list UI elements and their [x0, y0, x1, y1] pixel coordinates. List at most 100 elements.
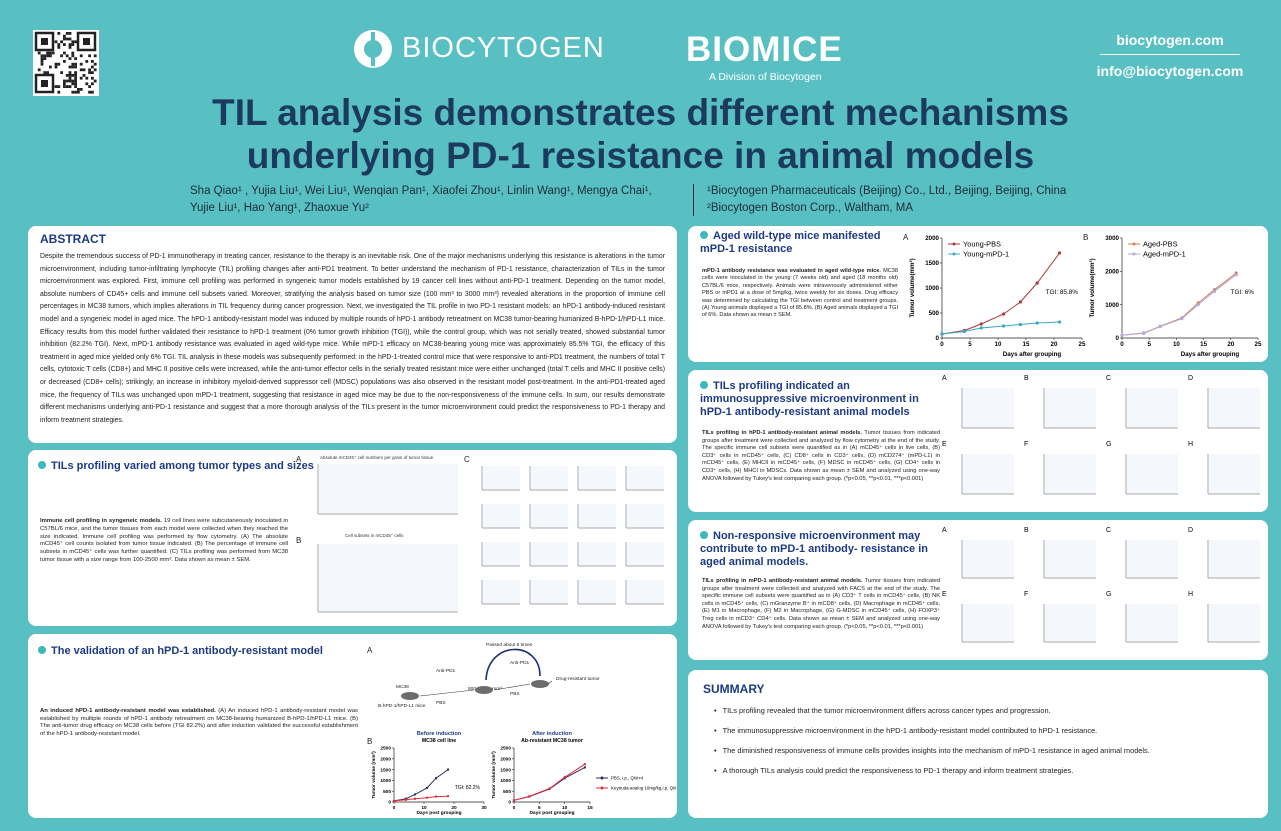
summary-item: • The diminished responsiveness of immune…	[714, 746, 1150, 755]
qr-cell	[63, 82, 66, 86]
chart: 0 500 1000 1500 2000 0 5 10 15 20 25 Days after gro…	[909, 235, 1086, 358]
x-tick-label: 10	[562, 805, 568, 811]
qr-cell	[71, 51, 75, 55]
panel-letter: A	[903, 233, 909, 242]
qr-cell	[88, 85, 91, 88]
qr-cell	[71, 79, 75, 83]
qr-cell	[43, 54, 47, 58]
qr-cell	[68, 37, 72, 41]
affiliation: ¹Biocytogen Pharmaceuticals (Beijing) Co…	[707, 185, 1067, 197]
legend-label: Keytruda-analog 10mg/kg,i.p. QW×4	[611, 786, 676, 791]
summary-text: The diminished responsiveness of immune …	[722, 746, 1150, 755]
y-tick-label: 1000	[925, 285, 939, 292]
chart-subtitle: Ab-resistant MC38 tumor	[521, 738, 583, 744]
panel-letter: B	[367, 737, 373, 746]
qr-cell	[57, 32, 61, 35]
data-point	[1180, 317, 1184, 321]
x-axis-label: Days post grouping	[529, 810, 574, 816]
qr-cell	[57, 46, 61, 49]
qr-cell	[63, 37, 66, 41]
qr-cell	[93, 62, 97, 66]
y-axis-label: Tumor volume(mm³)	[909, 258, 916, 317]
data-point	[548, 787, 551, 790]
qr-cell	[91, 90, 94, 94]
y-tick-label: 1000	[1105, 302, 1119, 309]
caption: Immune cell profiling in syngeneic model…	[40, 518, 288, 565]
qr-cell	[54, 85, 58, 88]
qr-cell	[74, 62, 77, 66]
chart: 0 1000 2000 3000 0 5 10 15 20 25 Days after groupi…	[1089, 235, 1262, 358]
x-tick-label: 15	[1023, 341, 1030, 348]
qr-finder	[34, 31, 55, 52]
qr-cell	[63, 85, 66, 88]
caption-text: (A) An induced hPD-1 antibody-resistant …	[40, 708, 358, 737]
data-point	[962, 329, 966, 334]
heading: TILs profiling indicated an immunosuppre…	[700, 380, 940, 419]
qr-cell	[88, 90, 91, 94]
qr-cell	[40, 62, 44, 66]
qr-cell	[79, 76, 83, 80]
y-tick-label: 1500	[380, 767, 391, 773]
qr-cell	[74, 82, 77, 86]
x-tick-label: 25	[1079, 341, 1086, 348]
heading: Aged wild-type mice manifested mPD-1 res…	[700, 230, 900, 256]
qr-cell	[93, 68, 97, 72]
legend-label: PBS, i.p., QW×4	[611, 776, 644, 781]
divider	[693, 184, 694, 216]
qr-cell	[93, 54, 97, 58]
legend-label: Aged-PBS	[1143, 239, 1178, 248]
qr-cell	[54, 62, 58, 66]
qr-cell	[74, 76, 77, 80]
qr-cell	[71, 90, 75, 94]
authors: Sha Qiao¹ , Yujia Liu¹, Wei Liu¹, Wenqia…	[190, 185, 652, 197]
data-point	[1018, 322, 1022, 327]
qr-cell	[65, 85, 69, 88]
qr-cell	[63, 60, 66, 63]
panel-letter: A	[296, 455, 302, 464]
caption-text: MC38 cells were inoculated in the young …	[702, 268, 898, 319]
x-tick-label: 10	[421, 805, 427, 811]
bullet: •	[714, 766, 717, 775]
qr-cell	[68, 71, 72, 74]
y-axis-label: Tumor volume (mm³)	[371, 751, 377, 799]
data-point	[528, 795, 531, 798]
annotation: TGI: 82.2%	[455, 785, 481, 791]
chart: 0 500 1000 1500 2000 2500 0 10 20 30 Days post gro…	[371, 731, 487, 816]
data-point	[1018, 300, 1022, 304]
legend-marker	[952, 252, 956, 256]
caption: TILs profiling in hPD-1 antibody-resista…	[702, 430, 940, 483]
qr-finder	[34, 73, 55, 94]
summary-item: • A thorough TILs analysis could predict …	[714, 766, 1073, 775]
series-line	[941, 252, 1061, 335]
x-tick-label: 5	[538, 805, 541, 811]
qr-cell	[68, 85, 72, 88]
qr-cell	[91, 65, 94, 69]
y-tick-label: 1000	[500, 778, 511, 784]
qr-cell	[79, 54, 83, 58]
y-tick-label: 0	[936, 335, 940, 342]
data-point	[1002, 312, 1006, 316]
data-point	[1120, 333, 1124, 337]
qr-cell	[51, 51, 55, 55]
qr-cell	[74, 40, 77, 44]
data-point	[1058, 251, 1062, 255]
series-line	[513, 766, 586, 801]
data-point	[446, 768, 450, 771]
qr-cell	[79, 62, 83, 66]
heading: Non-responsive microenvironment may cont…	[700, 530, 930, 569]
qr-cell	[71, 43, 75, 46]
qr-cell	[46, 51, 49, 55]
qr-cell	[49, 65, 52, 69]
data-point	[512, 799, 516, 802]
chart-title: After induction	[532, 731, 572, 737]
x-tick-label: 25	[1255, 341, 1262, 348]
legend-label: Aged-mPD-1	[1143, 249, 1186, 258]
data-point	[583, 766, 587, 769]
y-tick-label: 2500	[380, 746, 391, 752]
summary-item: • The immunosuppressive microenvironment …	[714, 726, 1097, 735]
series-line	[393, 795, 449, 802]
qr-cell	[88, 68, 91, 72]
section-box	[688, 670, 1268, 818]
x-tick-label: 15	[587, 805, 593, 811]
caption-lead: TILs profiling in hPD-1 antibody-resista…	[702, 430, 862, 436]
